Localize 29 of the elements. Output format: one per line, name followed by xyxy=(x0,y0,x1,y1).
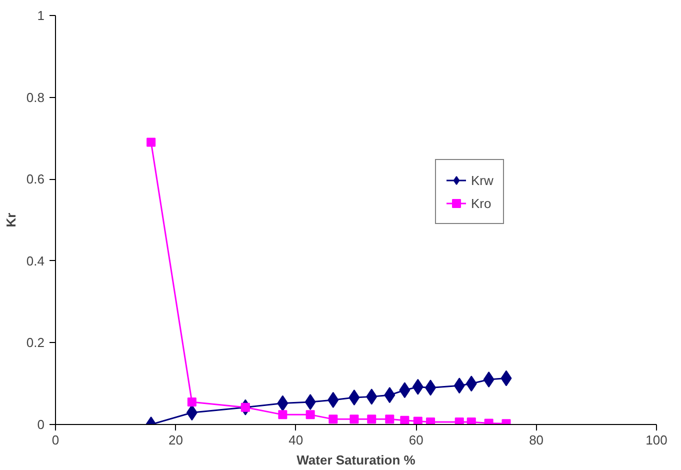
x-tick-label: 80 xyxy=(529,432,544,448)
x-tick-label: 100 xyxy=(646,432,668,448)
point xyxy=(187,398,196,407)
y-axis-title: Kr xyxy=(3,212,18,228)
y-tick-label: 0.6 xyxy=(26,172,45,187)
point xyxy=(306,410,315,420)
y-tick-label: 0.4 xyxy=(26,253,45,268)
point xyxy=(367,414,376,424)
point xyxy=(385,414,394,424)
x-tick-label: 60 xyxy=(408,432,424,448)
point xyxy=(400,416,410,424)
point xyxy=(278,410,288,420)
legend-label: Kro xyxy=(471,196,492,210)
point xyxy=(426,418,436,424)
point xyxy=(454,418,464,424)
x-tick-label: 40 xyxy=(288,432,304,448)
point xyxy=(350,414,359,424)
point xyxy=(328,414,338,424)
x-tick-label: 0 xyxy=(52,432,60,448)
x-tick-label: 20 xyxy=(168,432,183,448)
legend-label: Krw xyxy=(471,172,494,188)
point xyxy=(466,418,476,424)
point xyxy=(146,138,156,147)
y-tick-label: 0.2 xyxy=(26,335,45,350)
x-axis-title: Water Saturation % xyxy=(296,452,416,468)
y-tick-label: 1 xyxy=(37,8,45,23)
point xyxy=(413,416,422,424)
y-tick-label: 0.8 xyxy=(26,90,45,105)
y-tick-label: 0 xyxy=(37,417,45,432)
